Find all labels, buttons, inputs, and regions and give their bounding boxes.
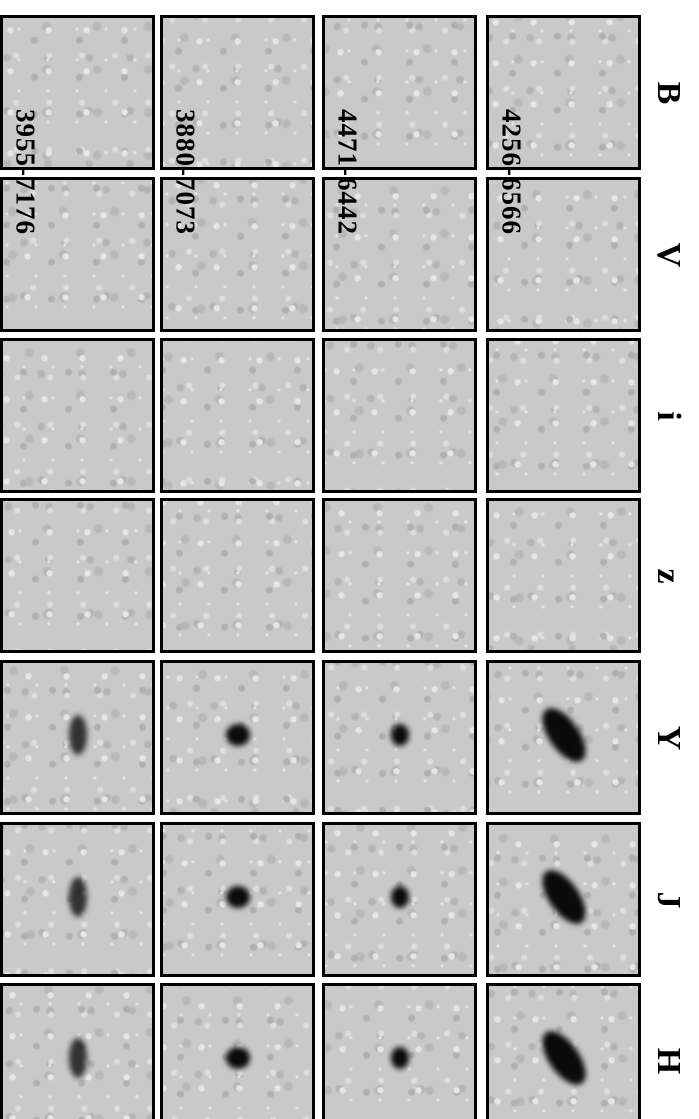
source-blob bbox=[69, 877, 87, 917]
image-stamp bbox=[160, 498, 315, 653]
band-label: i bbox=[649, 411, 687, 420]
image-stamp bbox=[160, 983, 315, 1119]
band-label: V bbox=[649, 243, 687, 268]
source-blob bbox=[391, 1047, 409, 1069]
image-stamp bbox=[160, 660, 315, 815]
object-id: 4256-6566 bbox=[496, 109, 527, 235]
image-stamp bbox=[322, 498, 477, 653]
band-label: B bbox=[649, 82, 687, 105]
source-blob bbox=[226, 724, 250, 746]
image-stamp bbox=[0, 338, 155, 493]
image-stamp bbox=[160, 338, 315, 493]
image-stamp bbox=[486, 822, 641, 977]
source-blob bbox=[69, 715, 87, 755]
band-label: J bbox=[649, 892, 687, 909]
image-stamp bbox=[0, 498, 155, 653]
image-stamp bbox=[486, 498, 641, 653]
image-stamp bbox=[486, 983, 641, 1119]
source-blob bbox=[534, 863, 594, 931]
image-stamp bbox=[486, 660, 641, 815]
object-id: 3880-7073 bbox=[170, 109, 201, 235]
object-id: 4471-6442 bbox=[332, 109, 363, 235]
band-label: Y bbox=[649, 726, 687, 751]
figure: B Vi z Y J H 3955-7176 3880-7073 4471-6442 4256-6… bbox=[0, 0, 699, 1119]
band-label: H bbox=[649, 1048, 687, 1074]
source-blob bbox=[391, 886, 409, 908]
band-label: z bbox=[649, 568, 687, 583]
image-stamp bbox=[486, 338, 641, 493]
source-blob bbox=[534, 1024, 594, 1092]
source-blob bbox=[226, 1047, 250, 1069]
image-stamp bbox=[322, 822, 477, 977]
image-stamp bbox=[0, 983, 155, 1119]
image-stamp bbox=[322, 983, 477, 1119]
source-blob bbox=[69, 1038, 87, 1078]
image-stamp bbox=[322, 660, 477, 815]
image-stamp bbox=[0, 660, 155, 815]
image-stamp bbox=[160, 822, 315, 977]
image-stamp bbox=[0, 822, 155, 977]
source-blob bbox=[226, 886, 250, 908]
image-stamp bbox=[322, 338, 477, 493]
object-id: 3955-7176 bbox=[10, 109, 41, 235]
source-blob bbox=[391, 724, 409, 746]
source-blob bbox=[534, 701, 594, 769]
